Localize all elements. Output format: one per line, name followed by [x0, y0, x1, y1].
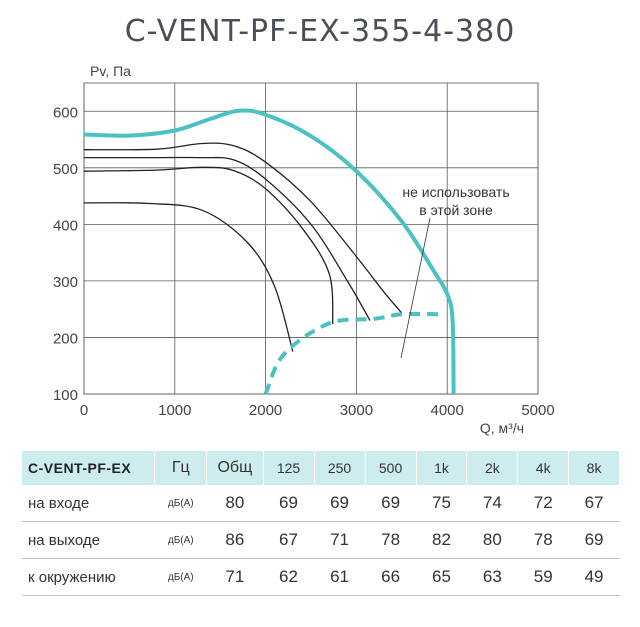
table-cell: 69: [568, 521, 620, 559]
x-tick-label: 0: [80, 402, 88, 419]
table-row: на входе дБ(А) 80 69 69 69 75 74 72 67: [22, 485, 620, 522]
table-model-header: C-VENT-PF-EX: [22, 451, 156, 485]
table-cell: 67: [568, 485, 620, 522]
table-cell: 59: [517, 558, 569, 596]
x-tick-label: 2000: [249, 402, 282, 419]
x-tick-label: 3000: [340, 402, 373, 419]
series-line-2: [83, 142, 403, 314]
y-tick-label: 400: [53, 217, 78, 234]
table-col-header: 125: [263, 451, 315, 485]
table-col-header: 500: [365, 451, 417, 485]
x-tick-label: 1000: [158, 402, 191, 419]
table-col-header: 2k: [466, 451, 519, 485]
x-axis-label: Q, м³/ч: [480, 420, 524, 436]
table-cell: 80: [466, 521, 518, 559]
chart-title: C-VENT-PF-EX-355-4-380: [124, 14, 516, 49]
table-cell: 69: [263, 485, 315, 522]
series-line-4: [83, 166, 334, 324]
table-row: к окружению дБ(А) 71 62 61 66 65 63 59 4…: [22, 558, 620, 596]
y-tick-label: 100: [53, 387, 78, 404]
annotation-text: в этой зоне: [419, 202, 493, 218]
table-col-header: 8k: [568, 451, 620, 485]
series-line-5: [83, 202, 294, 352]
table-row: на выходе дБ(А) 86 67 71 78 82 80 78 69: [22, 521, 620, 559]
row-label: к окружению: [22, 558, 155, 596]
y-tick-label: 300: [53, 274, 78, 291]
row-label: на выходе: [22, 521, 155, 559]
table-cell: 61: [314, 558, 366, 596]
table-cell: 78: [365, 521, 417, 559]
table-cell: 63: [466, 558, 518, 596]
performance-chart: 0 1000 2000 3000 4000 5000 100 200 300 400 500 600 P…: [53, 63, 555, 436]
table-col-header: Общ: [206, 451, 264, 485]
row-unit: дБ(А): [154, 521, 207, 559]
y-tick-label: 600: [53, 104, 78, 121]
table-cell: 67: [263, 521, 315, 559]
plot-frame: [83, 82, 539, 395]
table-cell: 49: [568, 558, 620, 596]
table-cell: 86: [206, 521, 263, 559]
table-cell: 65: [416, 558, 467, 596]
table-col-header: 250: [314, 451, 366, 485]
noise-table: C-VENT-PF-EX Гц Общ 125 250 500 1k 2k 4k…: [22, 451, 620, 596]
y-axis-label: Pv, Па: [90, 63, 131, 79]
y-tick-label: 200: [53, 330, 78, 347]
table-cell: 74: [466, 485, 518, 522]
annotation-text: не использовать: [402, 184, 509, 200]
x-tick-label: 4000: [431, 402, 464, 419]
table-cell: 75: [416, 485, 467, 522]
annotation-pointer: [400, 217, 431, 359]
row-unit: дБ(А): [154, 485, 207, 522]
max-curve: [83, 108, 456, 395]
table-cell: 69: [314, 485, 366, 522]
table-cell: 72: [517, 485, 569, 522]
table-cell: 66: [365, 558, 417, 596]
x-tick-label: 5000: [521, 402, 554, 419]
table-unit-header: Гц: [154, 451, 208, 485]
table-cell: 71: [314, 521, 366, 559]
series-line-3: [84, 156, 371, 321]
row-unit: дБ(А): [154, 558, 207, 596]
table-cell: 78: [517, 521, 569, 559]
limit-curve: [263, 311, 443, 395]
table-col-header: 1k: [416, 451, 468, 485]
y-tick-label: 500: [53, 161, 78, 178]
table-cell: 82: [416, 521, 467, 559]
table-col-header: 4k: [517, 451, 570, 485]
table-cell: 80: [206, 485, 263, 522]
table-header-row: C-VENT-PF-EX Гц Общ 125 250 500 1k 2k 4k…: [22, 451, 620, 485]
table-cell: 69: [365, 485, 417, 522]
table-cell: 71: [206, 558, 263, 596]
table-cell: 62: [263, 558, 315, 596]
row-label: на входе: [22, 485, 155, 522]
